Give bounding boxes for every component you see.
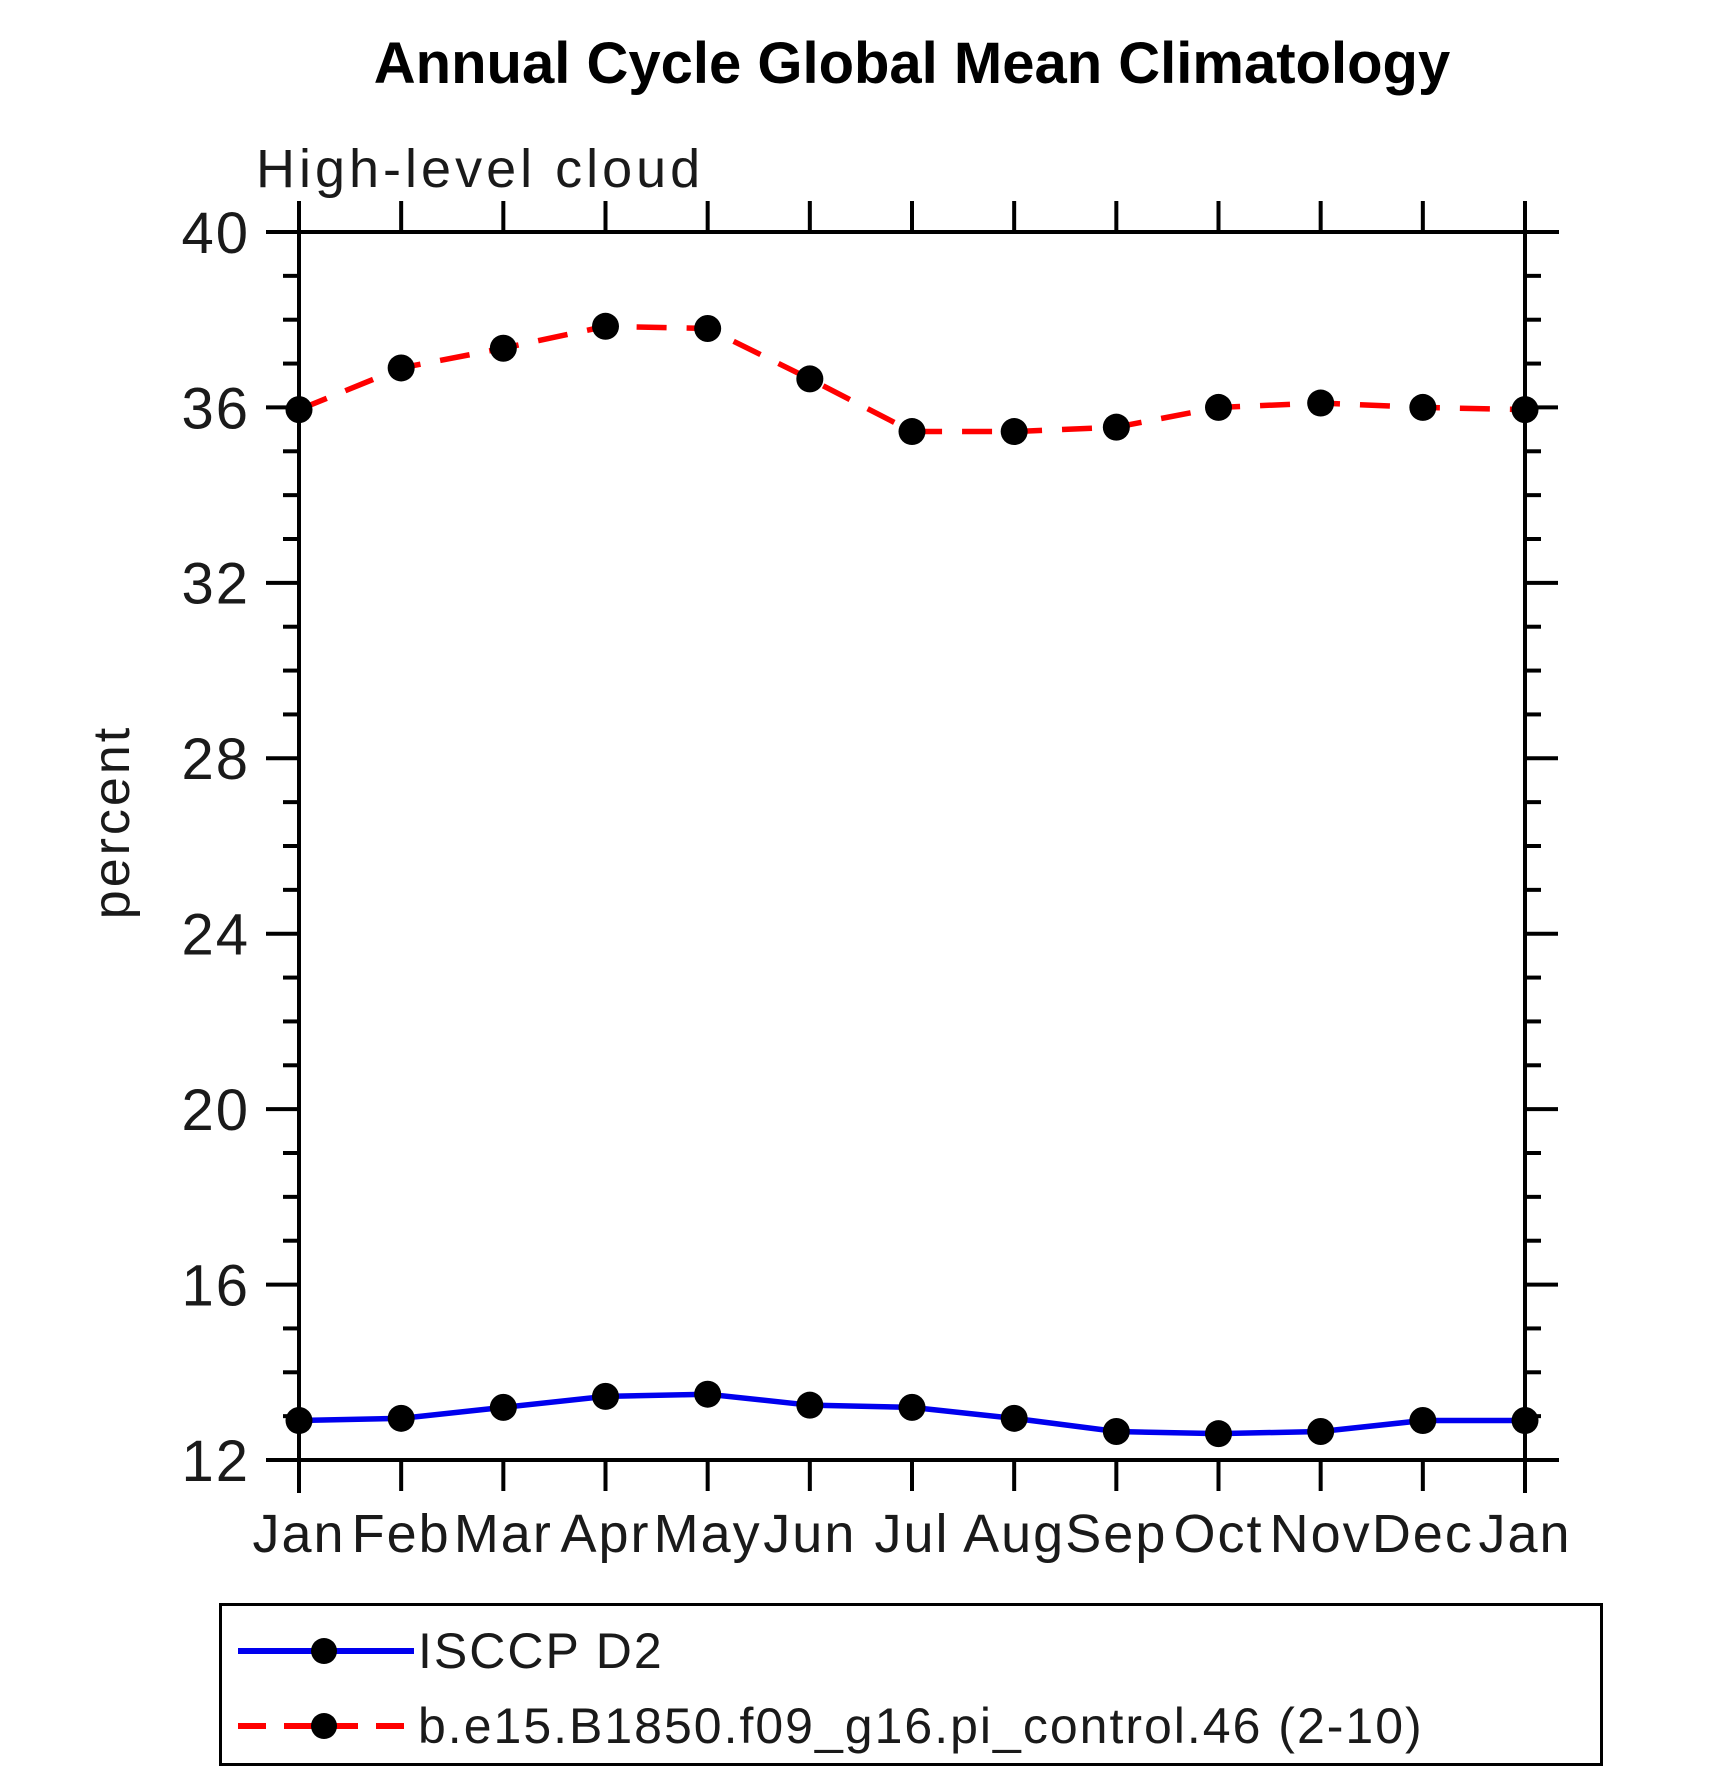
x-tick-label: Aug — [963, 1504, 1065, 1564]
legend-label: b.e15.B1850.f09_g16.pi_control.46 (2-10) — [418, 1698, 1424, 1754]
data-point-marker — [489, 1393, 517, 1421]
x-tick-label: Dec — [1372, 1504, 1474, 1564]
y-tick-label: 20 — [181, 1078, 250, 1143]
chart-subtitle: High-level cloud — [256, 139, 705, 199]
y-tick-label: 36 — [181, 376, 250, 441]
data-point-marker — [285, 396, 313, 424]
y-tick-label: 40 — [181, 201, 250, 266]
data-point-marker — [592, 1382, 619, 1410]
y-tick-label: 12 — [181, 1429, 250, 1494]
legend-box: ISCCP D2 b.e15.B1850.f09_g16.pi_control.… — [219, 1603, 1603, 1766]
legend-item-isccp-d2: ISCCP D2 — [230, 1623, 664, 1679]
x-tick-label: Mar — [454, 1504, 553, 1564]
data-point-marker — [1205, 1420, 1232, 1448]
x-tick-label: Oct — [1173, 1504, 1263, 1564]
data-point-marker — [1409, 1407, 1437, 1435]
data-point-marker — [694, 1380, 722, 1408]
x-tick-label: Jan — [1478, 1504, 1571, 1564]
x-tick-label: Nov — [1270, 1504, 1372, 1564]
legend-label: ISCCP D2 — [418, 1623, 664, 1679]
data-point-marker — [898, 1393, 926, 1421]
y-tick-label: 32 — [181, 552, 250, 617]
x-tick-label: Feb — [352, 1504, 451, 1564]
y-tick-label: 24 — [181, 903, 250, 968]
data-point-marker — [1000, 1404, 1028, 1432]
x-tick-label: Sep — [1065, 1504, 1167, 1564]
series-line-model-case — [297, 323, 1526, 435]
x-tick-label: May — [654, 1504, 762, 1564]
data-point-marker — [285, 1407, 313, 1435]
data-point-marker — [387, 1404, 415, 1432]
x-tick-label: Jul — [874, 1504, 949, 1564]
data-point-marker — [1511, 1407, 1539, 1435]
data-point-marker — [1307, 389, 1335, 417]
legend-line-sample-solid — [238, 1638, 414, 1664]
x-tick-label: Apr — [560, 1504, 650, 1564]
legend-item-model-case: b.e15.B1850.f09_g16.pi_control.46 (2-10) — [230, 1698, 1424, 1754]
data-point-marker — [796, 365, 824, 393]
data-point-marker — [1307, 1417, 1335, 1445]
data-point-marker — [387, 354, 415, 382]
data-point-marker — [898, 418, 926, 446]
data-point-marker — [1102, 1417, 1130, 1445]
data-point-marker — [796, 1391, 824, 1419]
legend-line-sample-dashed — [238, 1713, 414, 1739]
legend-marker-dot — [311, 1638, 337, 1664]
chart-title: Annual Cycle Global Mean Climatology — [373, 31, 1451, 96]
data-point-marker — [694, 314, 722, 342]
data-point-marker — [1511, 396, 1539, 424]
data-point-marker — [1409, 393, 1437, 421]
data-point-marker — [1102, 413, 1130, 441]
data-point-marker — [1000, 418, 1028, 446]
y-tick-label: 16 — [181, 1253, 250, 1318]
legend-marker-dot — [311, 1713, 337, 1739]
x-tick-label: Jan — [252, 1504, 345, 1564]
data-point-marker — [1205, 393, 1232, 421]
y-tick-label: 28 — [181, 727, 250, 792]
data-point-marker — [489, 334, 517, 362]
data-point-marker — [592, 312, 619, 340]
x-tick-label: Jun — [763, 1504, 856, 1564]
